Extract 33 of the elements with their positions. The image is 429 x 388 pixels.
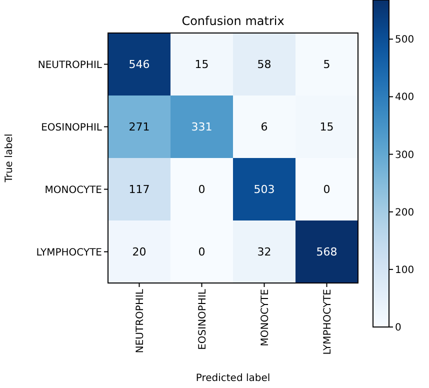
data-label: 0 <box>198 246 206 259</box>
data-label: 117 <box>128 183 150 196</box>
data-label: 15 <box>194 58 209 72</box>
y-tick-label: MONOCYTE <box>44 184 102 196</box>
data-label: 0 <box>198 183 206 196</box>
color-bar-label: 200 <box>395 207 414 218</box>
color-bar-label: 400 <box>395 92 414 104</box>
data-label: 20 <box>132 246 146 259</box>
data-label: 5 <box>323 58 330 72</box>
x-axis-title: Predicted label <box>196 373 270 384</box>
data-label: 331 <box>191 120 212 134</box>
data-label: 568 <box>316 246 338 259</box>
data-label: 0 <box>323 183 330 196</box>
x-tick-label: LYMPHOCYTE <box>322 289 334 355</box>
x-tick-label: MONOCYTE <box>260 289 271 346</box>
color-bar-label: 100 <box>395 264 414 276</box>
y-tick-label: EOSINOPHIL <box>41 122 102 134</box>
y-tick-label: NEUTROPHIL <box>38 60 102 71</box>
color-bar-label: 300 <box>395 150 414 161</box>
data-label: 32 <box>257 246 272 259</box>
data-label: 271 <box>128 120 150 134</box>
data-label: 58 <box>257 58 272 72</box>
color-bar-label: 500 <box>395 34 414 46</box>
data-label: 15 <box>320 120 334 134</box>
data-label: 503 <box>254 183 275 196</box>
y-axis-title: True label <box>4 134 15 184</box>
color-bar-label: 0 <box>395 322 402 334</box>
data-label: 6 <box>260 120 268 134</box>
x-tick-label: EOSINOPHIL <box>197 288 208 350</box>
y-tick-label: LYMPHOCYTE <box>36 247 102 258</box>
chart-title: Confusion matrix <box>182 14 284 28</box>
x-tick-label: NEUTROPHIL <box>134 288 146 354</box>
data-label: 546 <box>128 58 150 72</box>
